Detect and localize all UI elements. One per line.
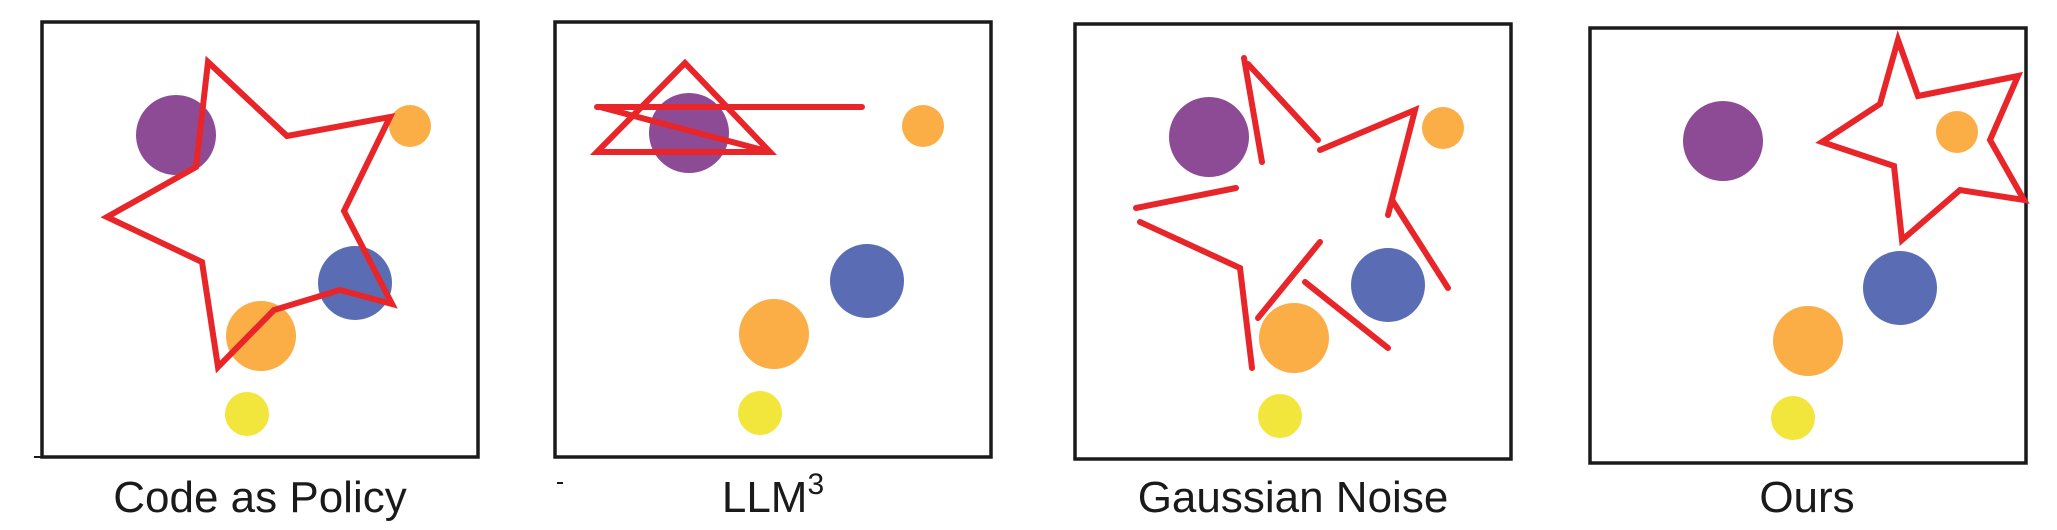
trajectory-clean-star — [1815, 30, 2030, 247]
trajectory-segment — [1302, 279, 1391, 351]
caption-main: LLM — [722, 473, 808, 522]
panel-caption: Ours — [1759, 473, 1854, 522]
panel-llm3: LLM3 — [553, 20, 993, 522]
blue-circle — [1351, 248, 1425, 322]
trajectory-flattened-star — [589, 58, 865, 155]
blue-circle — [1863, 251, 1937, 325]
panel-frame — [553, 20, 993, 459]
panel-caption: LLM3 — [722, 468, 824, 522]
caption-superscript: 3 — [807, 468, 824, 501]
trajectory-segment — [1255, 239, 1323, 321]
yellow-circle — [1258, 394, 1302, 438]
panel-frame — [1588, 26, 2028, 465]
trajectory-segment — [1241, 55, 1265, 165]
small-orange-circle — [902, 105, 944, 147]
yellow-circle — [225, 392, 269, 436]
trajectory-broken-star — [1133, 55, 1451, 371]
purple-circle — [1683, 101, 1763, 181]
small-orange-circle — [389, 105, 431, 147]
trajectory-segment — [1389, 197, 1451, 291]
panel-caption: Code as Policy — [113, 473, 406, 522]
panel-ours: Ours — [1588, 26, 2030, 522]
trajectory-segment — [1133, 185, 1239, 211]
purple-circle — [1169, 97, 1249, 177]
yellow-circle — [1771, 396, 1815, 440]
panel-caption: Gaussian Noise — [1138, 473, 1449, 522]
large-orange-circle — [1259, 303, 1329, 373]
large-orange-circle — [739, 299, 809, 369]
panel-frame — [40, 20, 480, 459]
panel-frame — [1073, 22, 1513, 461]
trajectory-segment — [1245, 61, 1321, 143]
trajectory-segment — [1137, 219, 1255, 371]
large-orange-circle — [1773, 306, 1843, 376]
blue-circle — [830, 244, 904, 318]
small-orange-circle — [1422, 107, 1464, 149]
trajectory-segment — [1317, 104, 1420, 218]
panel-code-as-policy: Code as Policy — [34, 20, 480, 522]
small-orange-circle — [1936, 111, 1978, 153]
panel-gaussian-noise: Gaussian Noise — [1073, 22, 1513, 522]
yellow-circle — [738, 391, 782, 435]
trajectory-distorted-star — [100, 55, 398, 374]
large-orange-circle — [226, 301, 296, 371]
